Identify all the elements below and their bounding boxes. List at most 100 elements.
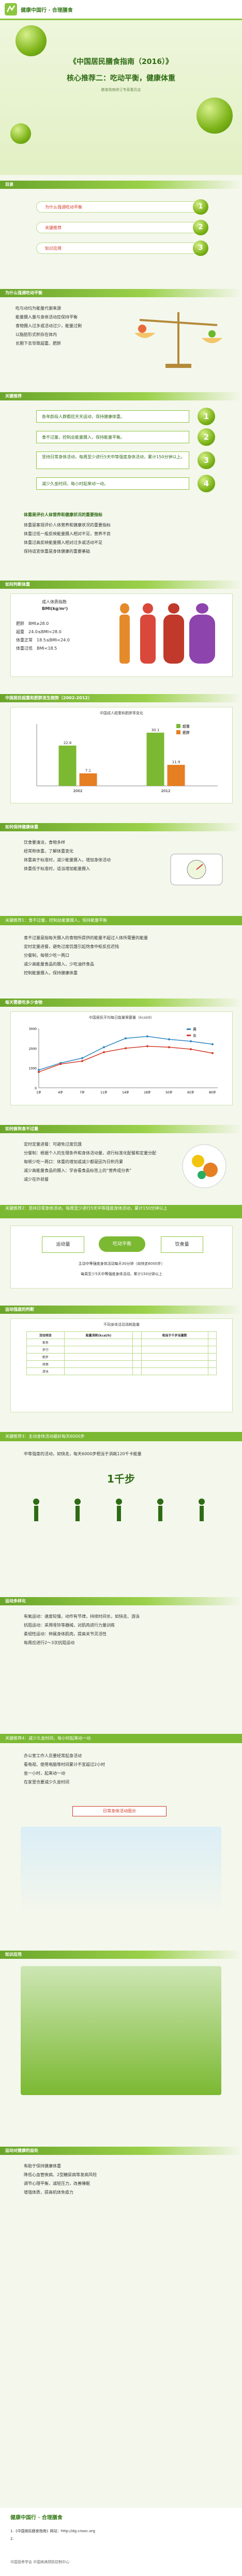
nooverweight-text: 定时定量进餐：可避免过度饥饿 分餐制：根据个人的生理条件和身体活动量，进行标准化…: [24, 1140, 169, 1184]
rec-item: 食不过量，控制总能量摄入，保持能量平衡。: [36, 431, 189, 443]
knowledge-bar2: 运动对健康的益处: [0, 2147, 242, 2155]
data-point: [103, 1046, 105, 1049]
logo-icon: [5, 3, 17, 15]
header-title: 健康中国行 · 合理膳食: [21, 8, 73, 13]
knowledge-point: 调节心理平衡，减轻压力，改善睡眠: [24, 2181, 90, 2186]
scale-icon: [134, 312, 222, 368]
table-row: 球类: [26, 1360, 217, 1368]
table-cell: [207, 1346, 217, 1354]
body-shapes-icon: [119, 603, 215, 664]
rec-label: 食不过量，控制总能量摄入，保持能量平衡。: [42, 435, 125, 440]
bmi-row-label: 肥胖: [16, 621, 24, 626]
tick-label: 2002: [73, 789, 83, 793]
why-point: 长期下去导致超重、肥胖: [16, 341, 61, 346]
trend-chart-title: 中国成人超重和肥胖率变化: [100, 711, 143, 715]
eat-text: 食不过量是指每天摄入的食物所提供的能量不超过人体所需要的能量 定时定量进餐，避免…: [24, 934, 218, 978]
data-label: 22.8: [64, 741, 72, 745]
bar: [146, 732, 164, 786]
bmi-row-label: 超重: [16, 630, 24, 634]
food-plate-icon: [182, 1144, 226, 1188]
hw-text: 体重是客观评价人体营养和健康状况的重要指标 体重过低一般反映能量摄入相对不足，营…: [24, 521, 218, 556]
data-point: [168, 1038, 170, 1041]
knowledge-scene: [21, 1966, 221, 2095]
table-cell: [207, 1360, 217, 1368]
bmi-box: 成人体质指数 BMI(kg/m²) 肥胖 BMI≥28.0 超重 24.0≤BM…: [10, 593, 233, 677]
toc-item[interactable]: 为什么强调吃动平衡 1: [36, 199, 208, 215]
data-point: [38, 1069, 40, 1071]
data-label: 30.1: [152, 728, 160, 732]
footer-line2: 2.: [10, 2537, 14, 2541]
multi-bar: 运动多样化: [0, 1597, 242, 1605]
tick-label: 0: [35, 1087, 37, 1090]
data-point: [211, 1052, 214, 1054]
footer-line1[interactable]: 1.《中国居民膳食指南》网站：http://dg.cnsoc.org: [10, 2529, 96, 2533]
tick-label: 14岁: [122, 1090, 129, 1094]
steps-banner: 关键推荐3：主动身体活动最好每天6000步: [0, 1432, 242, 1441]
sit-scene: [21, 1827, 221, 1914]
legend-swatch: [187, 1035, 191, 1036]
eat-point: 食不过量是指每天摄入的食物所提供的能量不超过人体所需要的能量: [24, 936, 148, 940]
activity-left: 运动量: [42, 1236, 84, 1253]
legend-swatch: [176, 724, 180, 728]
data-point: [190, 1040, 192, 1042]
table-cell: [207, 1353, 217, 1361]
multi-point: 柔韧性运动：伸展身体肌肉，提高关节灵活性: [24, 1632, 107, 1636]
data-point: [146, 1035, 148, 1038]
tick-label: 2000: [29, 1047, 37, 1051]
legend-label: 男: [193, 1027, 196, 1032]
bmi-formula-label: 成人体质指数: [42, 600, 67, 604]
data-point: [81, 1057, 83, 1059]
toc-item[interactable]: 知识应用 3: [36, 240, 208, 256]
table-cell: 跑步: [26, 1353, 65, 1361]
hero-note: 膳食指南修订专家委员会: [101, 88, 141, 92]
table-cell: [141, 1339, 208, 1346]
hero-subtitle: 核心推荐二：吃动平衡，健康体重: [67, 74, 175, 83]
sit-point: 办公室工作人员要经常起身活动: [24, 1753, 82, 1758]
toc-number: 3: [193, 240, 208, 256]
bmi-row-value: BMI≥28.0: [28, 621, 49, 626]
data-point: [211, 1043, 214, 1045]
series-line: [38, 1045, 213, 1073]
sports-icons: [33, 1499, 205, 1521]
rec-item: 各年龄段人群都应天天运动，保持健康体重。: [36, 410, 189, 423]
table-cell: [141, 1353, 208, 1361]
trend-bar: 中国居民超重和肥胖发生趋势（2002-2012）: [0, 694, 242, 702]
balance-point: 体重高于标准时，减少能量摄入，增加身体活动: [24, 858, 111, 862]
apple-icon: [196, 98, 233, 134]
tick-label: 18岁: [144, 1090, 151, 1094]
activity-mid: 吃动平衡: [99, 1236, 145, 1252]
bathroom-scale-icon: [170, 854, 223, 886]
activity-table: 活动项目 能量消耗(kcal/h) 相当于千步当量数 家务 步行 跑步 球类 游…: [26, 1331, 217, 1375]
legend-label: 肥胖: [183, 730, 190, 735]
activity-line2: 每周至少5天中等强度身体活动，累计150分钟以上: [81, 1272, 162, 1276]
eat-point: 定时定量进餐，避免过度饥饿引起饱食中枢反应迟钝: [24, 944, 119, 949]
table-cell: [141, 1367, 208, 1375]
knowledge-point: 有助于保持健康体重: [24, 2164, 61, 2168]
guide-title: 《中国居民膳食指南（2016）》: [69, 58, 173, 66]
rec-number: 4: [198, 475, 215, 492]
toc-item-label: 为什么强调吃动平衡: [45, 205, 82, 210]
toc-bar: 目录: [0, 181, 242, 189]
table-cell: 球类: [26, 1360, 65, 1368]
nooverweight-point: 分餐制：根据个人的生理条件和身体活动量，进行标准化配餐和定量分配: [24, 1151, 156, 1155]
table-header: [207, 1331, 217, 1339]
multi-text: 有氧运动：速度较慢，动作有节律，持续时间长，如快走、游泳 抗阻运动：采用哑铃等器…: [24, 1613, 218, 1648]
knowledge-point: 增强体质，提高机体免疫力: [24, 2190, 73, 2195]
bmi-bar: 如何判断体重: [0, 581, 242, 589]
table-cell: [132, 1360, 142, 1368]
sit-text: 办公室工作人员要经常起身活动 看电视、使用电脑等时间累计不宜超过2小时 坐一小时…: [24, 1752, 148, 1787]
sit-tag: 日常身体活动图示: [72, 1806, 167, 1816]
bmi-rows: 肥胖 BMI≥28.0 超重 24.0≤BMI<28.0 体重正常 18.5≤B…: [16, 620, 70, 653]
toc-item-label: 关键推荐: [45, 226, 62, 230]
why-text: 吃与动均为能量代谢来源 能量摄入量与身体活动应保持平衡 食物摄入过多或活动过少，…: [16, 304, 119, 348]
why-point: 吃与动均为能量代谢来源: [16, 306, 61, 311]
activity-line1: 主动中等强度身体活动每天30分钟（如快走6000步）: [78, 1262, 165, 1266]
bmi-row-label: 体重过低: [16, 646, 33, 651]
toc-item[interactable]: 关键推荐 2: [36, 220, 208, 235]
table-cell: [207, 1367, 217, 1375]
rec-number: 2: [198, 428, 215, 446]
balance-point: 体重低于标准时，适当增加能量摄入: [24, 866, 90, 871]
rec-label: 坚持日常身体活动，每周至少进行5天中等强度身体活动，累计150分钟以上。: [42, 455, 185, 459]
